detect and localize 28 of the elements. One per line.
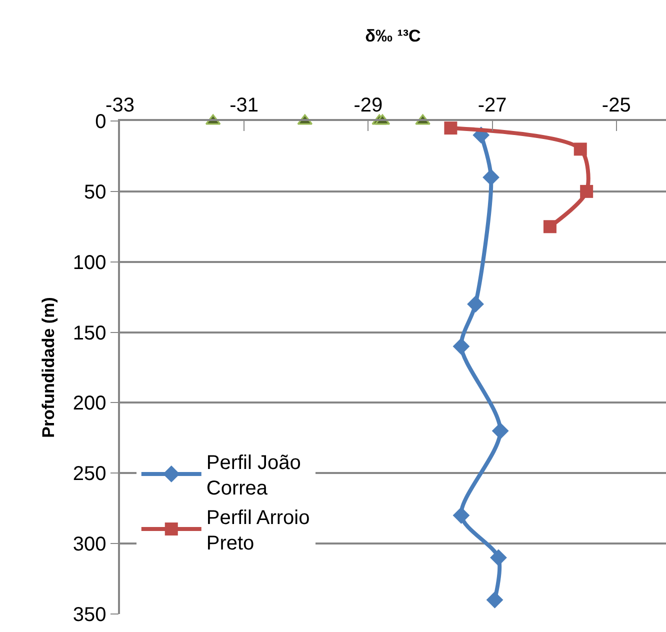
y-tick-label: 150 (72, 322, 106, 344)
y-tick-label: 300 (72, 534, 106, 556)
x-tick-label: -25 (602, 94, 631, 116)
point (574, 142, 587, 156)
point (467, 296, 484, 313)
legend-label: Perfil Arroio Preto (206, 506, 310, 555)
legend-label: Perfil João Correa (206, 452, 301, 500)
y-tick-label: 350 (72, 604, 106, 626)
point (580, 184, 594, 198)
point (486, 591, 504, 608)
y-tick-label: 100 (72, 252, 106, 274)
y-tick-label: 50 (84, 181, 106, 204)
x-tick-label: -31 (230, 94, 259, 116)
y-tick-label: 200 (72, 392, 106, 415)
point (492, 422, 509, 440)
y-tick-label: 250 (72, 463, 106, 486)
point (452, 506, 470, 524)
y-tick-label: 0 (95, 111, 106, 133)
point (543, 220, 556, 234)
y-axis-title: Profundidade (m) (38, 297, 58, 438)
x-axis-title: δ‰ ¹³C (365, 26, 421, 46)
x-tick-label: -29 (354, 94, 383, 116)
x-tick-label: -27 (478, 94, 507, 116)
point (482, 168, 500, 186)
point (452, 338, 470, 355)
point (490, 549, 507, 566)
point (444, 122, 458, 135)
x-tick-label: -33 (106, 94, 134, 116)
